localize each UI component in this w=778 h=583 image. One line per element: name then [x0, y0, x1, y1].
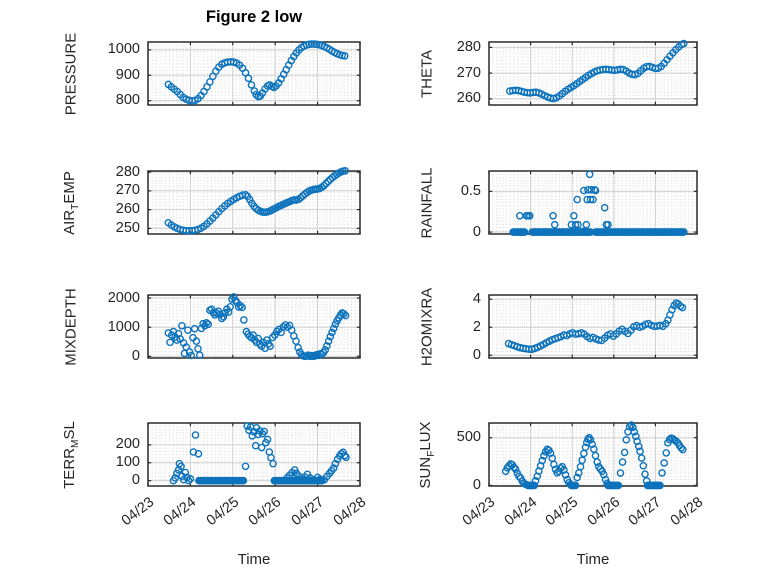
- x-tick-label: 04/27: [626, 494, 665, 530]
- subplot-sun-flux-plot: [488, 421, 698, 490]
- y-axis-label-theta: THETA: [418, 49, 436, 98]
- x-tick-label: 04/24: [501, 494, 540, 530]
- y-tick-label: 900: [115, 66, 140, 83]
- figure-title: Figure 2 low: [205, 8, 303, 26]
- data-points: [509, 170, 688, 236]
- y-tick-label: 800: [115, 92, 140, 109]
- y-tick-label: 270: [456, 64, 481, 81]
- data-points: [501, 421, 687, 490]
- subplot-terr-msl-plot: [147, 422, 361, 487]
- y-axis-label-sun-flux: SUNFLUX: [417, 420, 437, 489]
- y-tick-label: 500: [456, 429, 481, 446]
- y-tick-label: 0: [131, 472, 140, 489]
- data-points: [164, 167, 349, 235]
- y-tick-label: 260: [456, 90, 481, 107]
- y-tick-label: 1000: [107, 318, 140, 335]
- subplot-h2omixra-plot: [488, 294, 698, 359]
- y-axis-label-pressure: PRESSURE: [62, 32, 80, 115]
- y-tick-label: 1000: [107, 41, 140, 58]
- y-tick-label: 100: [115, 454, 140, 471]
- x-tick-label: 04/23: [118, 494, 158, 530]
- subplot-pressure-plot: [147, 40, 361, 106]
- y-tick-label: 280: [115, 163, 140, 180]
- x-tick-label: 04/25: [542, 494, 582, 530]
- y-tick-label: 280: [456, 38, 481, 55]
- data-points: [164, 293, 350, 361]
- x-tick-label: 04/27: [288, 494, 327, 530]
- x-tick-label: 04/26: [584, 494, 624, 530]
- y-axis-label-mixdepth: MIXDEPTH: [62, 287, 80, 366]
- y-tick-label: 2: [472, 318, 481, 335]
- x-tick-label: 04/23: [459, 494, 499, 530]
- x-tick-label: 04/28: [330, 494, 370, 530]
- data-points: [505, 39, 688, 103]
- y-axis-label-rainfall: RAINFALL: [418, 167, 436, 238]
- y-tick-label: 0: [472, 346, 481, 363]
- x-tick-label: 04/28: [667, 494, 707, 530]
- y-tick-label: 0: [131, 347, 140, 364]
- x-axis-label-left: Time: [237, 551, 271, 568]
- x-axis-label-right: Time: [576, 551, 610, 568]
- y-tick-label: 0.5: [460, 182, 481, 199]
- y-tick-label: 4: [472, 290, 481, 307]
- subplot-rainfall-plot: [488, 170, 698, 236]
- subplot-mixdepth-plot: [147, 293, 361, 361]
- subplot-air-temp-plot: [147, 167, 361, 235]
- y-tick-label: 0: [472, 223, 481, 240]
- y-tick-label: 250: [115, 219, 140, 236]
- data-points: [164, 40, 349, 105]
- x-tick-label: 04/26: [245, 494, 285, 530]
- subplot-theta-plot: [488, 39, 698, 106]
- x-tick-label: 04/25: [203, 494, 243, 530]
- y-axis-label-terr-msl: TERRMSL: [61, 420, 81, 489]
- y-tick-label: 260: [115, 201, 140, 218]
- y-axis-label-h2omixra: H2OMIXRA: [418, 287, 436, 366]
- y-tick-label: 2000: [107, 289, 140, 306]
- y-axis-label-air-temp: AIRTEMP: [61, 170, 81, 235]
- data-points: [169, 422, 350, 485]
- y-tick-label: 0: [472, 476, 481, 493]
- data-points: [504, 299, 687, 354]
- x-tick-label: 04/24: [161, 494, 200, 530]
- y-tick-label: 270: [115, 182, 140, 199]
- y-tick-label: 200: [115, 436, 140, 453]
